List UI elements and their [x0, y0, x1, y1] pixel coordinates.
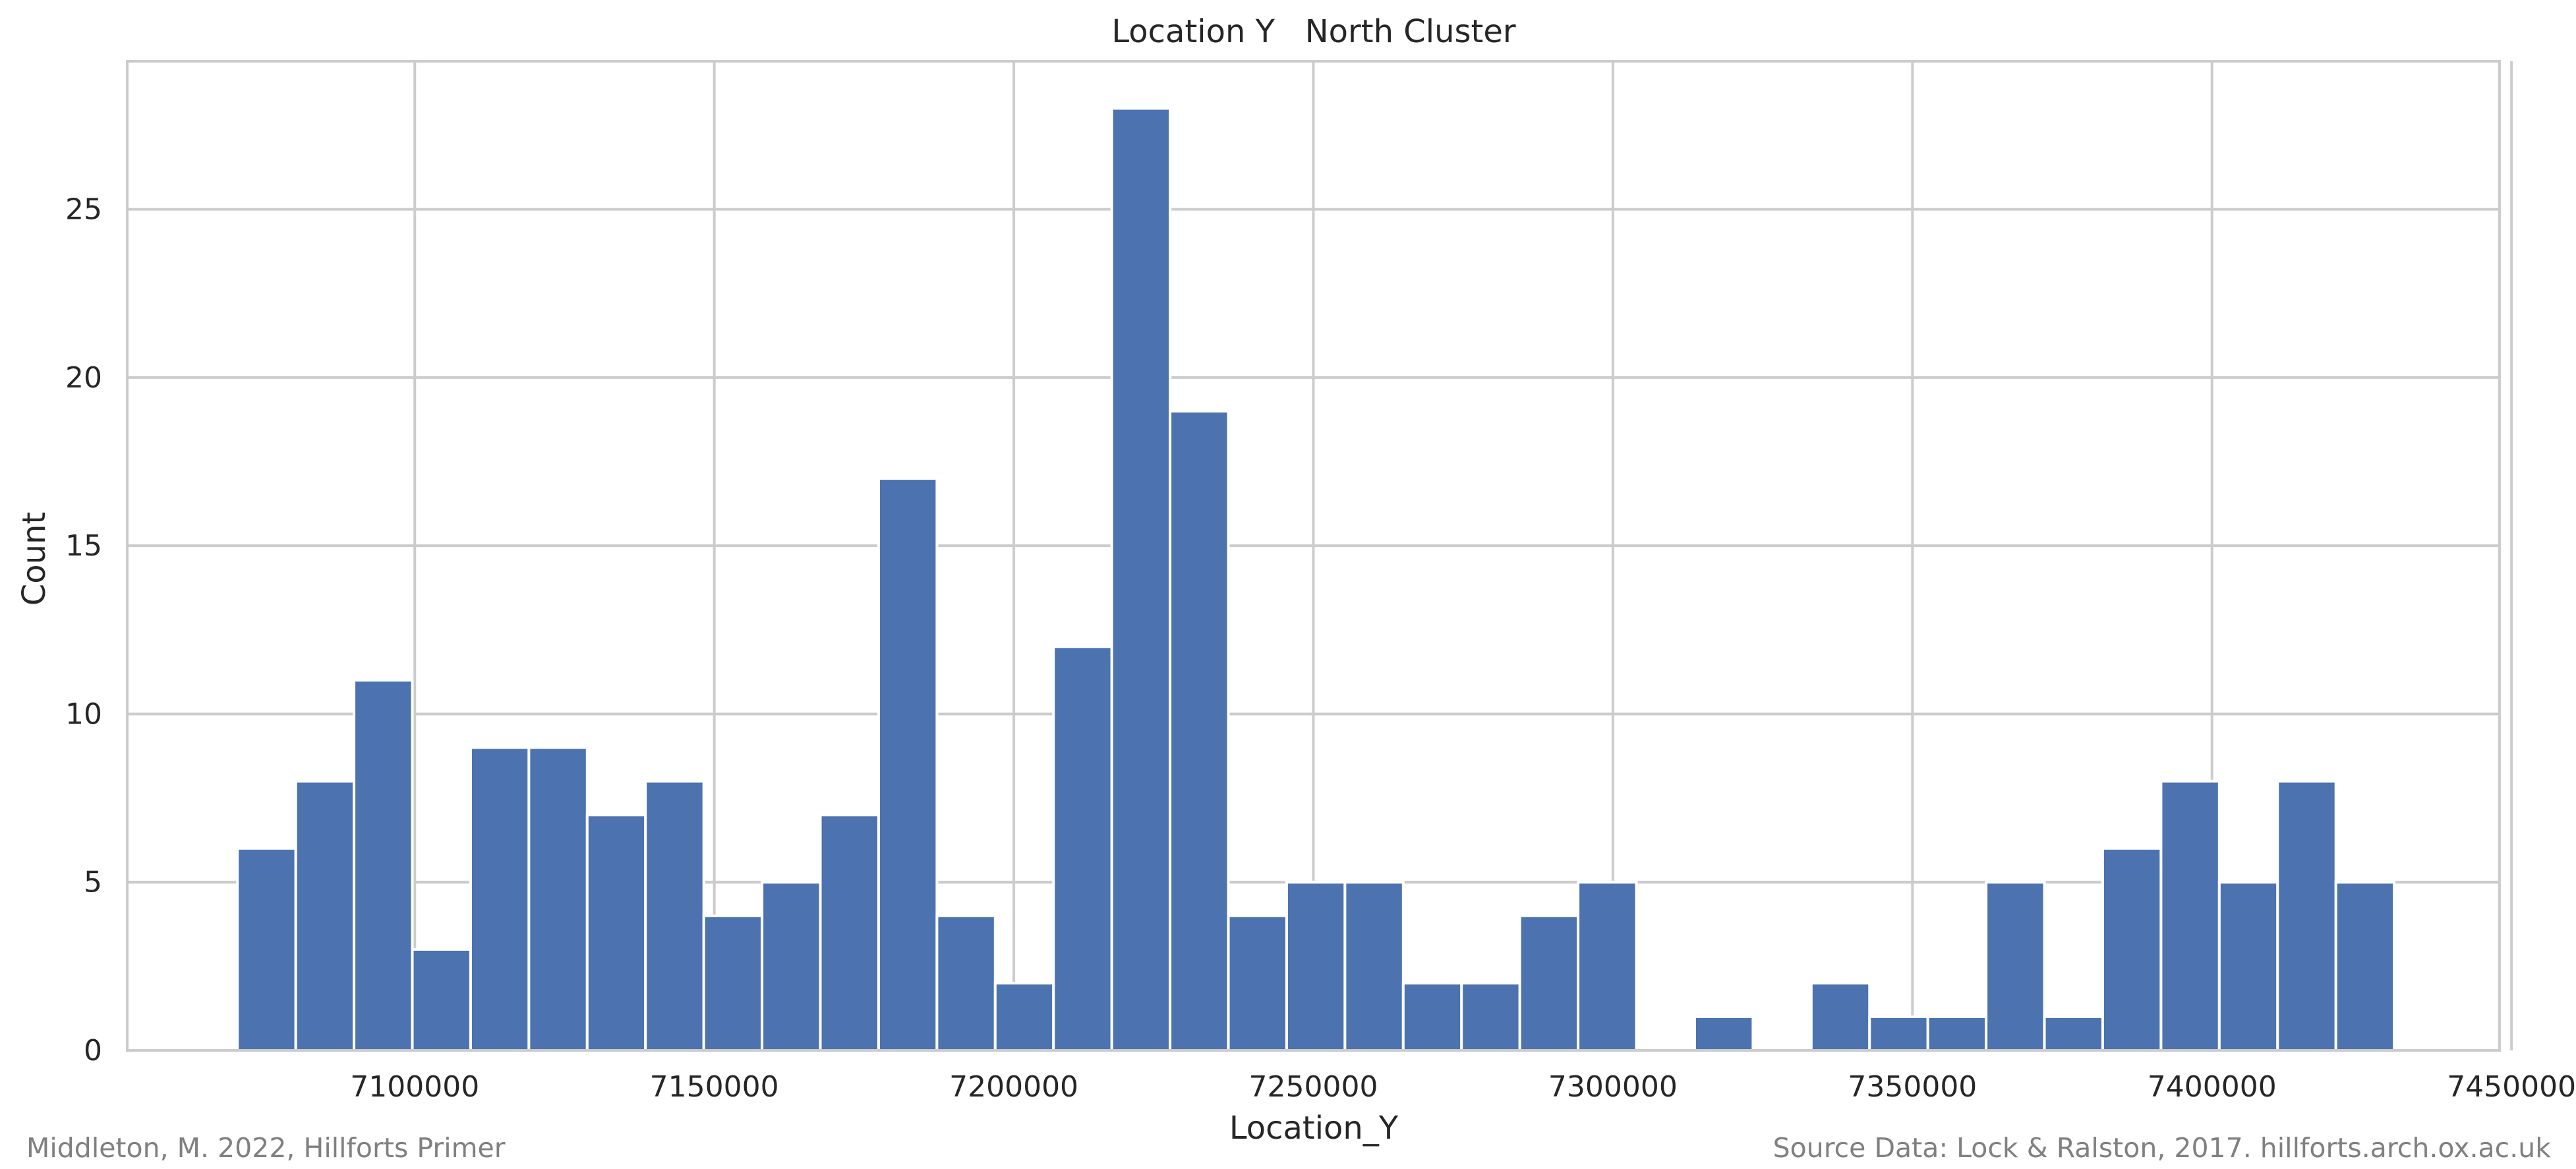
histogram-bar [1577, 880, 1638, 1052]
histogram-bar [1110, 107, 1172, 1052]
histogram-bar [1343, 880, 1405, 1052]
histogram-bar [819, 813, 880, 1052]
x-tick-label: 7250000 [1249, 1070, 1378, 1104]
x-tick-label: 7150000 [650, 1070, 779, 1104]
x-tick-label: 7200000 [949, 1070, 1078, 1104]
x-tick-label: 7450000 [2447, 1070, 2576, 1104]
x-tick-labels: 7100000 7150000 7200000 7250000 7300000 73500… [350, 1070, 2576, 1104]
histogram-bar [1868, 1015, 1929, 1052]
histogram-bar [1227, 914, 1288, 1052]
x-tick-label: 7300000 [1548, 1070, 1678, 1104]
histogram-bar [877, 477, 939, 1052]
histogram-bar [2276, 780, 2337, 1052]
histogram-bar [585, 813, 647, 1052]
histogram-bar [935, 914, 997, 1052]
y-tick-labels: 0 5 10 15 20 25 [65, 193, 102, 1068]
histogram-bar [469, 746, 531, 1052]
histogram-bar [761, 880, 822, 1052]
footer-credit-author: Middleton, M. 2022, Hillforts Primer [26, 1132, 506, 1164]
histogram-bar [1518, 914, 1580, 1052]
y-axis-label: Count [16, 512, 53, 606]
histogram-bar [1926, 1015, 1988, 1052]
x-tick-label: 7100000 [350, 1070, 479, 1104]
histogram-bar [2101, 847, 2163, 1052]
histogram-bar [2334, 880, 2396, 1052]
footer-credit-source: Source Data: Lock & Ralston, 2017. hillf… [1772, 1132, 2551, 1164]
histogram-bar [702, 914, 764, 1052]
histogram-bar [1985, 880, 2046, 1052]
histogram-bar [527, 746, 589, 1052]
histogram-bar [2217, 880, 2279, 1052]
y-tick-label: 5 [84, 866, 102, 899]
histogram-bar [644, 780, 705, 1052]
plot-frame [126, 60, 2501, 1052]
histogram-bar [1809, 981, 1871, 1052]
histogram-bar [1052, 645, 1113, 1052]
histogram-bar [1169, 409, 1230, 1052]
histogram-bar [1693, 1015, 1755, 1052]
y-tick-label: 10 [65, 697, 102, 731]
histogram-bar [1460, 981, 1521, 1052]
histogram-bar [2159, 780, 2221, 1052]
histogram-bars [236, 107, 2396, 1052]
y-tick-label: 0 [84, 1034, 102, 1068]
x-axis-label: Location_Y [1229, 1110, 1399, 1147]
histogram-bar [353, 679, 414, 1052]
x-tick-label: 7350000 [1848, 1070, 1977, 1104]
histogram-bar [411, 948, 472, 1052]
histogram-bar [294, 780, 356, 1052]
chart-title: Location Y North Cluster [1111, 13, 1516, 50]
histogram-bar [2043, 1015, 2104, 1052]
x-tick-label: 7400000 [2148, 1070, 2277, 1104]
y-tick-label: 20 [65, 361, 102, 395]
histogram-bar [993, 981, 1055, 1052]
histogram-bar [1401, 981, 1463, 1052]
histogram-bar [236, 847, 297, 1052]
y-tick-label: 15 [65, 529, 102, 563]
y-tick-label: 25 [65, 193, 102, 227]
histogram-bar [1285, 880, 1347, 1052]
